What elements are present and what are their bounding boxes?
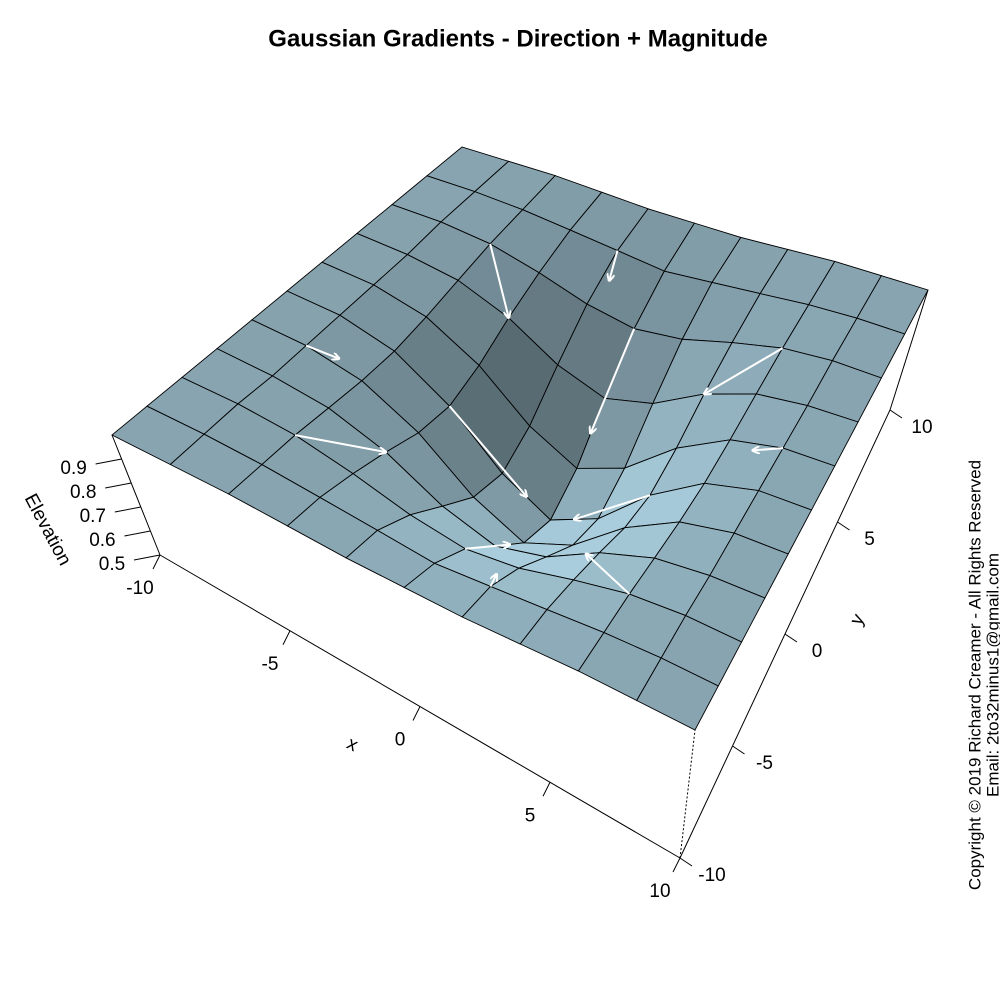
y-tick-label: 10: [911, 417, 932, 438]
gradient-arrow: [305, 344, 339, 359]
z-axis-label: Elevation: [20, 490, 75, 569]
gradient-arrow: [753, 448, 784, 450]
y-tick: [732, 745, 745, 755]
y-tick-label: 0: [812, 641, 823, 662]
box-edge: [111, 434, 161, 556]
gradient-arrow: [704, 347, 784, 394]
chart-title: Gaussian Gradients - Direction + Magnitu…: [268, 25, 767, 52]
gradient-arrow: [591, 328, 636, 434]
gradient-arrow: [489, 243, 509, 318]
gradient-arrow: [465, 545, 510, 550]
gradient-arrow: [586, 554, 631, 595]
x-tick-label: -10: [126, 578, 153, 599]
x-tick: [152, 554, 161, 570]
gradient-arrow: [609, 250, 619, 281]
gradient-arrow: [448, 405, 527, 497]
y-axis-label: y: [846, 610, 869, 629]
y-tick-label: -10: [698, 865, 725, 886]
y-tick: [784, 633, 798, 643]
x-tick-label: 5: [525, 805, 536, 826]
surface-cell: [636, 657, 719, 731]
z-tick: [95, 458, 122, 465]
x-tick: [412, 706, 421, 721]
z-tick-label: 0.7: [80, 506, 106, 527]
copyright: Copyright © 2019 Richard Creamer - All R…: [965, 460, 984, 890]
z-tick: [124, 530, 151, 537]
y-tick: [889, 409, 903, 419]
x-tick-label: 0: [395, 730, 406, 751]
box-edge: [889, 289, 929, 411]
x-axis-label: x: [343, 733, 361, 756]
x-tick-label: -5: [262, 654, 279, 675]
email: Email: 2to32minus1@gmail.com: [983, 553, 1000, 797]
y-tick-label: 5: [864, 529, 875, 550]
x-tick: [542, 782, 551, 797]
y-tick: [837, 521, 850, 531]
y-tick: [679, 857, 693, 867]
box-edge: [679, 729, 696, 859]
x-tick: [282, 630, 291, 645]
gradient-arrow: [489, 574, 497, 587]
z-tick-label: 0.8: [70, 482, 96, 503]
z-tick-label: 0.9: [60, 458, 86, 479]
z-tick-label: 0.5: [99, 554, 125, 575]
gradient-arrow: [574, 494, 651, 519]
x-tick-label: 10: [649, 881, 670, 902]
z-tick: [133, 554, 161, 561]
z-tick-label: 0.6: [89, 530, 115, 551]
y-tick-label: -5: [756, 753, 773, 774]
x-tick: [672, 857, 681, 873]
z-tick: [114, 506, 141, 513]
gradient-arrow: [294, 434, 386, 452]
z-tick: [105, 482, 132, 489]
